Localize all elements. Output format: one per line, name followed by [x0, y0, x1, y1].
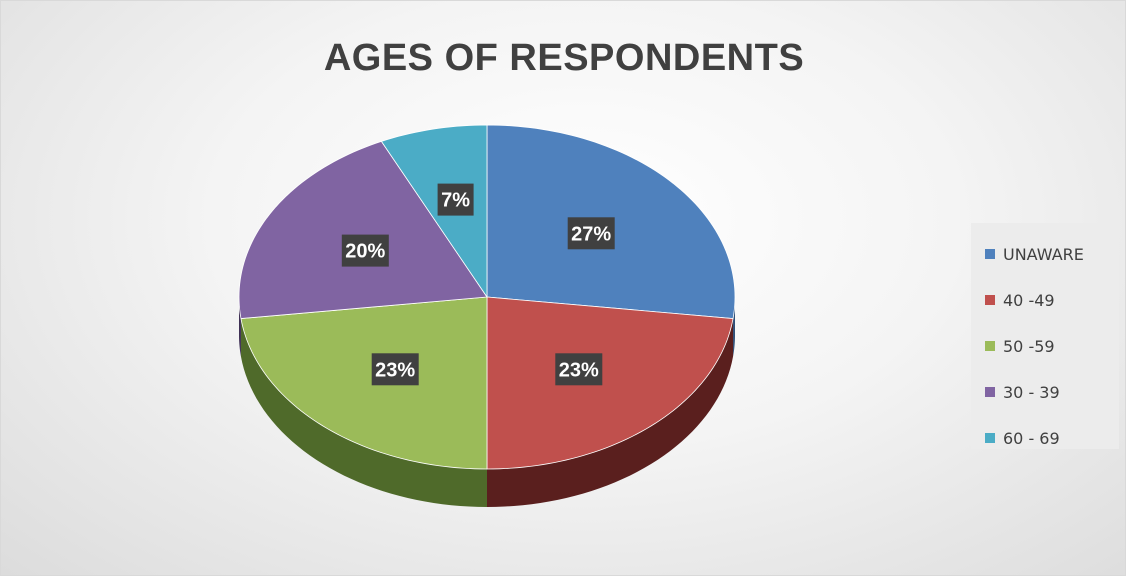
pie-side-2 [240, 318, 487, 507]
pie-slice-1 [486, 296, 734, 470]
pie-side-0 [733, 297, 735, 357]
svg-text:27%: 27% [571, 223, 611, 245]
chart-title: AGES OF RESPONDENTS [323, 37, 805, 79]
data-label-1: 23% [555, 353, 603, 386]
legend-swatch [985, 341, 995, 351]
svg-text:23%: 23% [559, 359, 599, 381]
legend-swatch [985, 433, 995, 443]
legend-label: 40 -49 [1003, 290, 1055, 310]
pie-side-1 [487, 318, 734, 507]
pie-side-3 [239, 297, 241, 357]
svg-text:20%: 20% [345, 241, 385, 263]
legend: UNAWARE 40 -49 50 -59 30 - 39 60 - 69 [971, 223, 1119, 449]
pie-slice-4 [380, 124, 488, 299]
legend-swatch [985, 249, 995, 259]
data-label-3: 20% [341, 234, 389, 267]
legend-swatch [985, 295, 995, 305]
legend-label: UNAWARE [1003, 244, 1084, 264]
data-label-0: 27% [567, 217, 615, 250]
pie-labels: 27% 23% 23% 20% 7% [341, 183, 615, 386]
legend-item: 60 - 69 [971, 415, 1119, 461]
legend-item: UNAWARE [971, 231, 1119, 277]
data-label-2: 23% [371, 353, 419, 386]
pie-sides [239, 297, 735, 507]
data-label-4: 7% [437, 183, 474, 216]
svg-text:23%: 23% [375, 359, 415, 381]
pie-slice-2 [240, 296, 488, 470]
pie-top [238, 124, 736, 470]
legend-item: 30 - 39 [971, 369, 1119, 415]
legend-item: 40 -49 [971, 277, 1119, 323]
legend-swatch [985, 387, 995, 397]
legend-item: 50 -59 [971, 323, 1119, 369]
pie-slice-3 [238, 140, 488, 319]
svg-text:7%: 7% [441, 190, 470, 212]
legend-label: 60 - 69 [1003, 428, 1060, 448]
legend-label: 30 - 39 [1003, 382, 1060, 402]
legend-label: 50 -59 [1003, 336, 1055, 356]
